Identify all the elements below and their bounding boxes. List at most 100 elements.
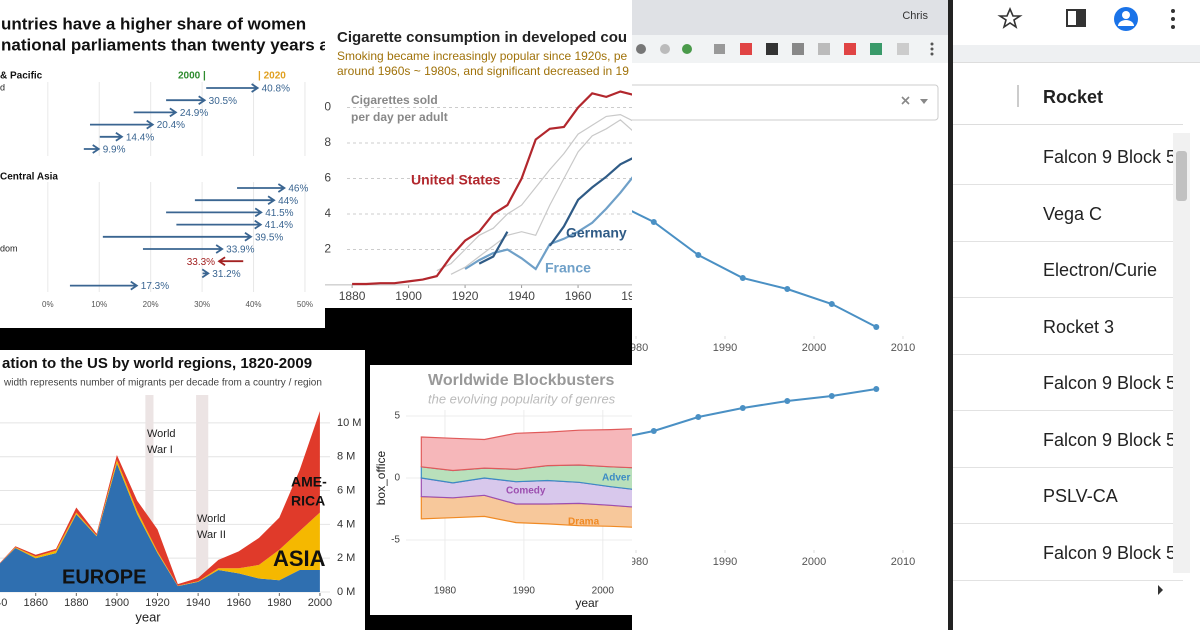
table-cell[interactable]: Falcon 9 Block 5 xyxy=(953,129,1183,185)
clear-icon[interactable] xyxy=(901,96,910,105)
arrow xyxy=(217,256,244,266)
table-cell[interactable]: Falcon 9 Block 5 xyxy=(953,412,1183,468)
y-axis-label: box_office xyxy=(374,450,388,505)
x-tick-label: 1990 xyxy=(513,586,536,597)
x-tick-label: 1990 xyxy=(713,556,737,568)
point xyxy=(873,324,880,330)
series-label: Adver xyxy=(602,473,630,484)
y-tick-label: 8 M xyxy=(337,451,355,463)
y-tick-label: 5 xyxy=(394,411,400,422)
series-label: ASIA xyxy=(273,546,326,571)
arrow xyxy=(166,95,207,105)
x-axis-label: year xyxy=(575,596,598,610)
y-tick-label: 2 M xyxy=(337,552,355,564)
x-tick-label: 30% xyxy=(194,300,210,309)
scrollbar[interactable] xyxy=(1173,133,1190,573)
arrow xyxy=(83,144,101,154)
series-label: EUROPE xyxy=(62,566,146,588)
point xyxy=(739,275,746,281)
x-tick-label: 1920 xyxy=(145,597,169,609)
legend-label: 2000 | xyxy=(178,71,206,82)
arrow xyxy=(176,219,263,230)
divider xyxy=(948,0,953,630)
arrow xyxy=(142,244,224,254)
area xyxy=(0,411,320,586)
arrow xyxy=(89,119,155,130)
chart-title: Worldwide Blockbusters xyxy=(428,372,615,389)
point xyxy=(650,219,657,225)
chart-subtitle: Smoking became increasingly popular sinc… xyxy=(337,49,627,63)
x-tick-label: 1920 xyxy=(452,289,479,303)
user-name: Chris xyxy=(902,10,928,22)
scroll-thumb[interactable] xyxy=(1176,151,1187,201)
value-label: 33.3% xyxy=(187,257,215,268)
arrow xyxy=(102,232,253,242)
shaded-period xyxy=(145,395,154,592)
line xyxy=(632,210,877,328)
annotation: World xyxy=(147,428,176,440)
value-label: 31.2% xyxy=(212,269,240,280)
group-label: & Pacific xyxy=(0,71,43,82)
value-label: 20.4% xyxy=(157,120,185,131)
arrow xyxy=(133,107,178,118)
bookmark-star[interactable] xyxy=(997,6,1023,29)
area xyxy=(420,428,632,472)
chart-title: national parliaments than twenty years a… xyxy=(1,35,325,54)
title-bar xyxy=(632,0,948,35)
y-tick-label: 6 M xyxy=(337,484,355,496)
chart-cigarettes: 2 4 6 8 10 1880 1900 1920 1940 1960 1980 Cigarette … xyxy=(325,0,632,308)
x-axis-label: year xyxy=(135,609,161,624)
table-cell[interactable]: Rocket 3 xyxy=(953,299,1183,355)
chart-line-top: 1980 1990 2000 2010 xyxy=(632,210,915,354)
value-label: 41.4% xyxy=(265,220,293,231)
value-label: 40.8% xyxy=(262,84,290,95)
value-label: 24.9% xyxy=(180,108,208,119)
shaded-period xyxy=(196,395,209,592)
y-tick-label: 2 xyxy=(325,242,331,256)
x-tick-label: 40% xyxy=(246,300,262,309)
series-label: France xyxy=(545,260,591,276)
bookmark-icons xyxy=(636,42,934,56)
x-tick-label: 1860 xyxy=(23,597,47,609)
search-box[interactable] xyxy=(632,84,939,121)
value-label: 17.3% xyxy=(141,281,169,292)
x-tick-label: 0% xyxy=(42,300,54,309)
y-tick-label: 6 xyxy=(325,171,331,185)
arrow xyxy=(194,195,276,205)
y-tick-label: 4 M xyxy=(337,518,355,530)
table-cell[interactable]: Electron/Curie xyxy=(953,242,1183,298)
line xyxy=(352,90,632,286)
point xyxy=(784,286,791,292)
x-tick-label: 10% xyxy=(91,300,107,309)
arrow xyxy=(201,268,210,279)
column-separator xyxy=(1017,85,1019,107)
table-cell[interactable]: Falcon 9 Block 5 xyxy=(953,525,1183,581)
x-tick-label: 2010 xyxy=(891,556,915,568)
point xyxy=(784,398,791,404)
area xyxy=(0,460,320,587)
dropdown-icon[interactable] xyxy=(920,99,928,104)
point xyxy=(873,386,880,392)
table-header: Rocket xyxy=(953,69,1183,125)
table-cell[interactable]: Falcon 9 Block 5 xyxy=(953,355,1183,411)
chart-title: Cigarette consumption in developed cou xyxy=(337,29,627,46)
menu-icon[interactable] xyxy=(1171,9,1175,29)
line xyxy=(478,157,632,265)
line xyxy=(632,388,877,437)
annotation: War II xyxy=(197,529,226,541)
point xyxy=(695,414,702,420)
y-tick-label: 4 xyxy=(325,206,331,220)
series-label: RICA xyxy=(291,493,325,509)
chart-subtitle: around 1960s ~ 1980s, and significant de… xyxy=(337,64,629,78)
scroll-right[interactable] xyxy=(1158,585,1163,595)
group-label: Central Asia xyxy=(0,172,58,183)
x-tick-label: 2000 xyxy=(802,342,826,354)
table-cell[interactable]: PSLV-CA xyxy=(953,468,1183,524)
x-tick-label: 1940 xyxy=(508,289,535,303)
point xyxy=(695,252,702,258)
chart-subtitle: width represents number of migrants per … xyxy=(3,378,322,389)
table-cell[interactable]: Vega C xyxy=(953,186,1183,242)
x-tick-label: 1900 xyxy=(105,597,129,609)
browser-window: Chris 1980 1990 2000 2010 1980 1990 2000 2010 xyxy=(632,0,948,630)
